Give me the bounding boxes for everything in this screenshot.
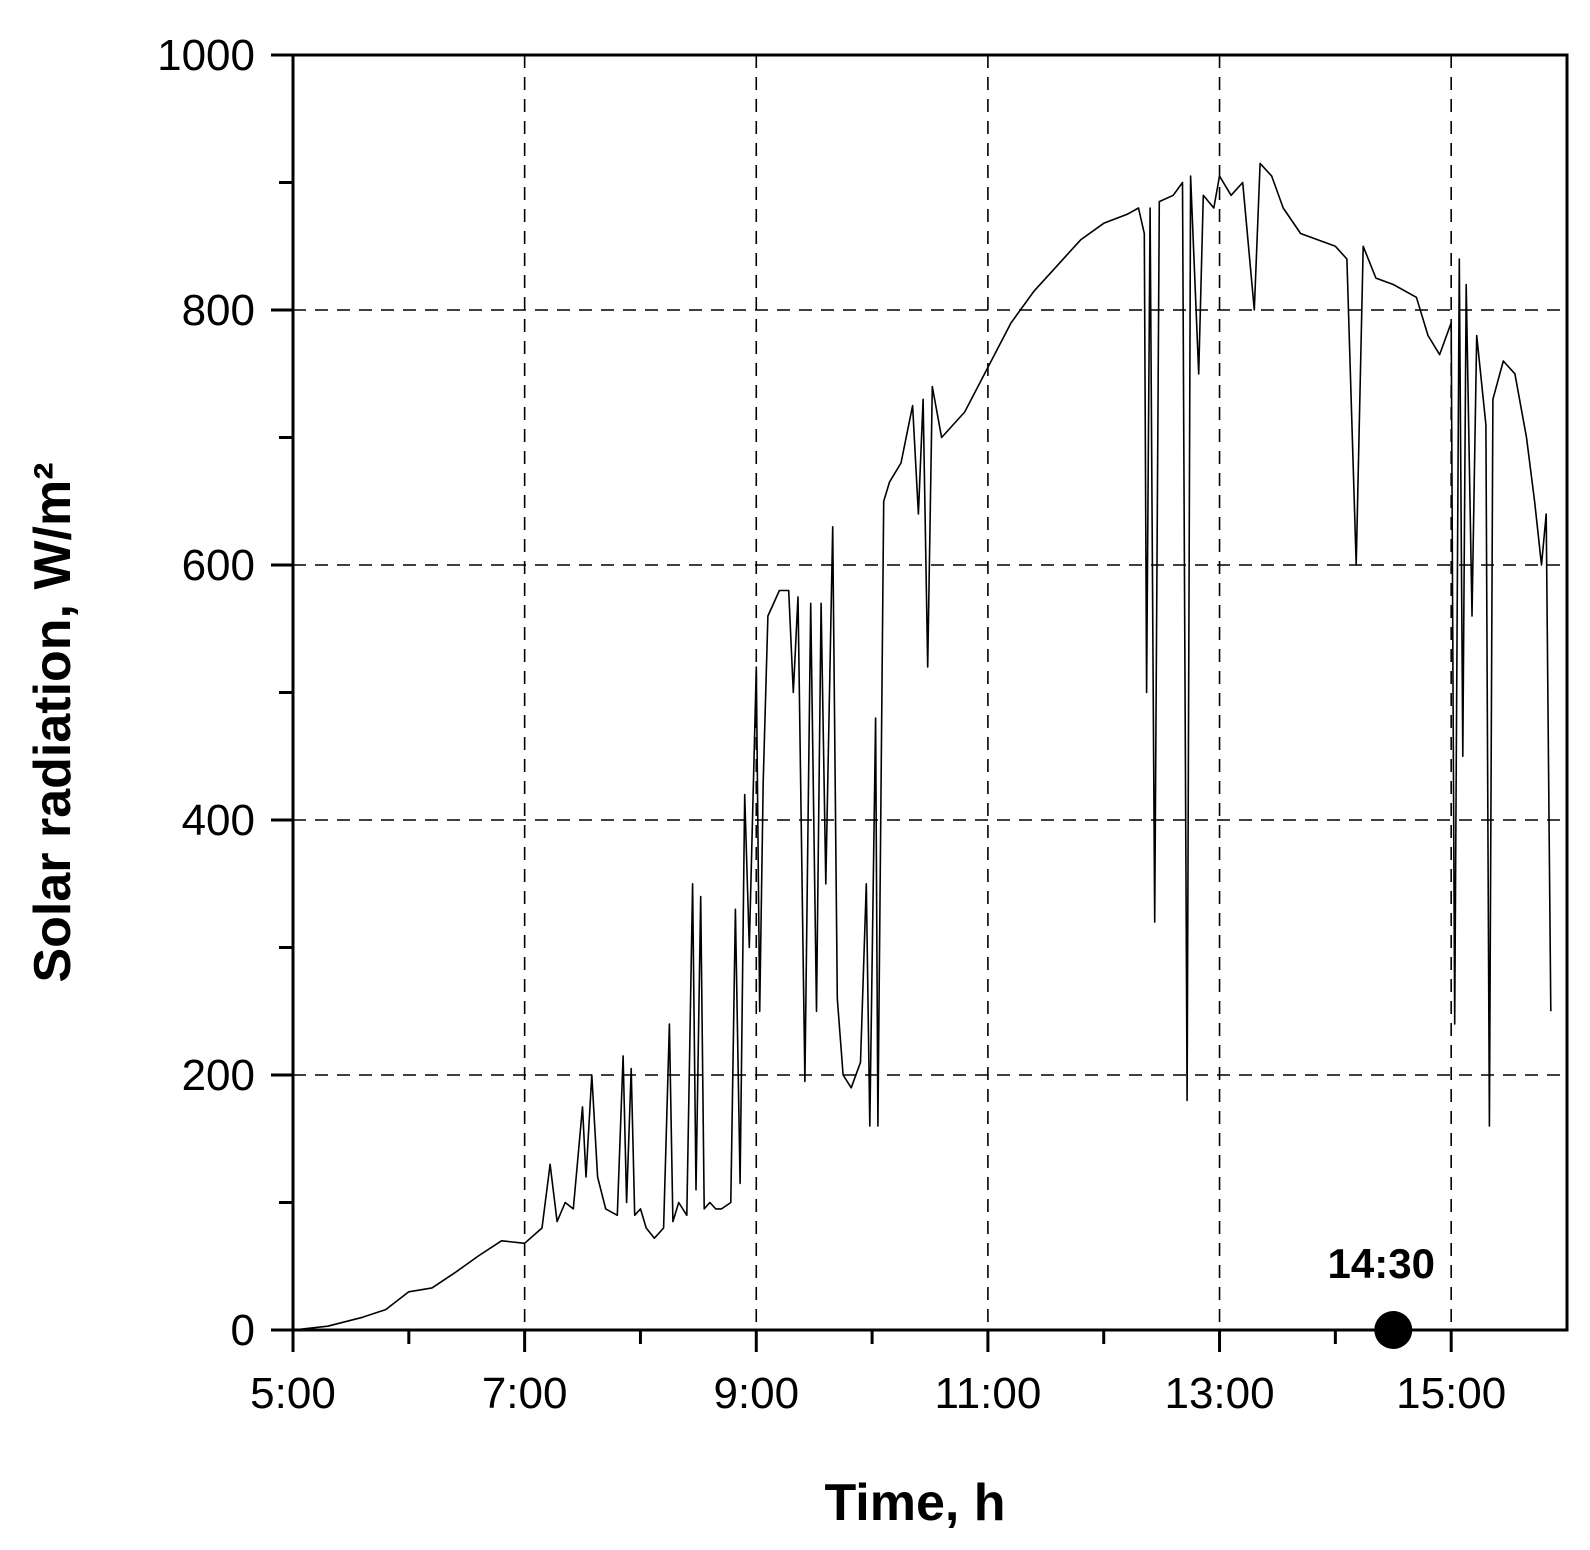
x-tick-label: 5:00 xyxy=(250,1369,336,1418)
x-tick-label: 11:00 xyxy=(934,1369,1041,1418)
annotation-label: 14:30 xyxy=(1328,1240,1435,1287)
x-axis-title: Time, h xyxy=(824,1474,1005,1532)
y-tick-label: 200 xyxy=(182,1051,255,1100)
x-tick-label: 13:00 xyxy=(1164,1369,1274,1418)
x-tick-label: 15:00 xyxy=(1396,1369,1506,1418)
annotation-marker xyxy=(1374,1311,1413,1349)
series-layer xyxy=(292,162,1552,1331)
y-axis-title: Solar radiation, W/m² xyxy=(24,462,82,982)
y-tick-label: 0 xyxy=(231,1306,255,1355)
x-tick-label: 9:00 xyxy=(713,1369,799,1418)
y-tick-label: 600 xyxy=(182,541,255,590)
axis-ticks: 5:00 7:00 9:00 11:00 13:00 15:00 0 200 400 600 800… xyxy=(157,31,1506,1418)
x-tick-label: 7:00 xyxy=(482,1369,568,1418)
grid-lines xyxy=(293,55,1567,1330)
y-tick-label: 400 xyxy=(182,796,255,845)
y-tick-label: 800 xyxy=(182,286,255,335)
series-line-0 xyxy=(292,162,1552,1331)
plot-frame xyxy=(291,53,1569,1332)
annotation-layer: 14:30 xyxy=(1328,1240,1435,1349)
y-tick-label: 1000 xyxy=(157,31,255,80)
